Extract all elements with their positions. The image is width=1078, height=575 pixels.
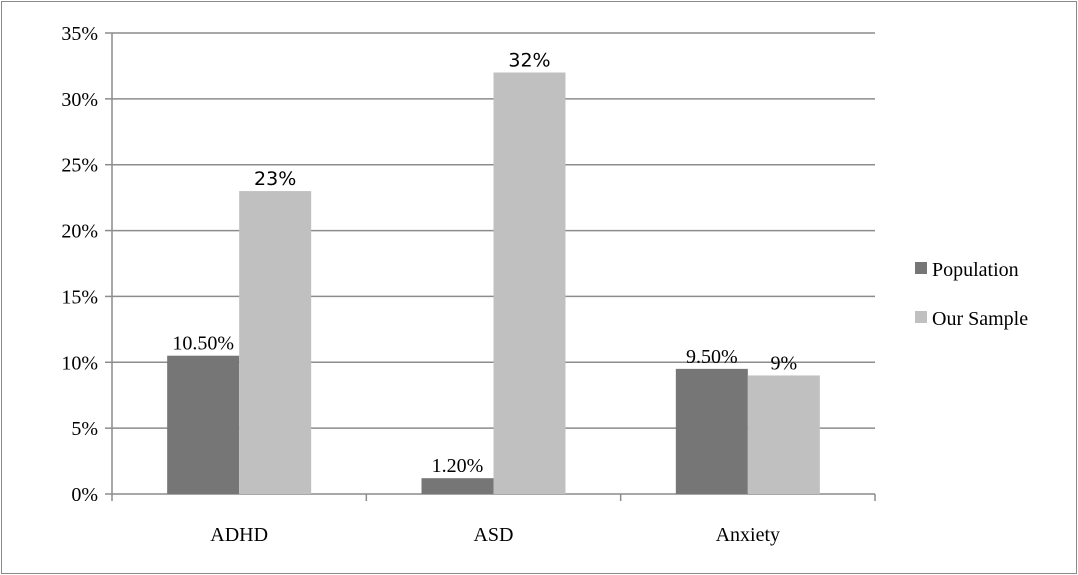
legend-swatch <box>915 311 927 323</box>
y-tick-label: 25% <box>61 155 98 177</box>
legend-label: Population <box>932 259 1019 281</box>
data-label: 32% <box>508 50 550 72</box>
legend-swatch <box>915 262 927 274</box>
bar-our-sample-asd <box>493 72 566 494</box>
category-label: ASD <box>473 524 513 546</box>
bar-population-adhd <box>167 355 240 494</box>
y-tick-label: 35% <box>61 23 98 45</box>
data-label: 9% <box>770 352 797 374</box>
bar-our-sample-adhd <box>239 191 312 495</box>
bar-population-anxiety <box>675 368 748 494</box>
category-label: Anxiety <box>716 524 780 546</box>
y-tick-label: 5% <box>71 418 98 440</box>
data-label: 9.50% <box>686 346 738 368</box>
y-tick-label: 20% <box>61 221 98 243</box>
bar-population-asd <box>421 478 494 494</box>
data-label: 1.20% <box>432 455 484 477</box>
category-label: ADHD <box>210 524 268 546</box>
y-tick-label: 15% <box>61 286 98 308</box>
y-tick-label: 10% <box>61 352 98 374</box>
bar-our-sample-anxiety <box>747 375 820 494</box>
legend-label: Our Sample <box>932 308 1028 330</box>
data-label: 23% <box>254 168 296 190</box>
y-tick-label: 0% <box>71 484 98 506</box>
y-tick-label: 30% <box>61 89 98 111</box>
data-label: 10.50% <box>172 333 234 355</box>
